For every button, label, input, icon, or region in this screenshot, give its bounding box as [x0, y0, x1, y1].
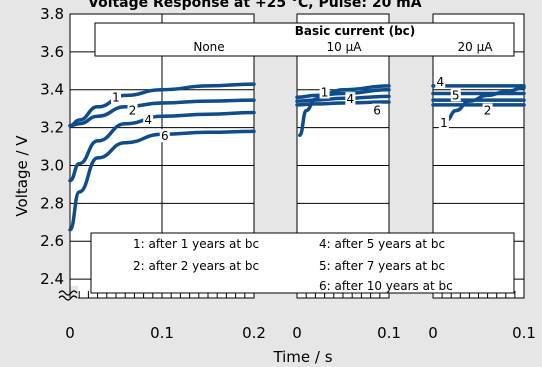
legend-box	[90, 232, 515, 294]
series-4-line	[68, 110, 256, 183]
curve-label-bg	[319, 85, 330, 99]
x-axis-ticks: 0 0.1 0.2 0 0.1 0 0.1	[65, 324, 536, 342]
chart-title: Voltage Response at +25 °C, Pulse: 20 mA	[88, 0, 422, 11]
series-6-line	[68, 129, 256, 232]
curve-label-bg	[143, 113, 154, 127]
curve-label-bg	[127, 103, 138, 117]
curve-label-bg	[450, 88, 461, 102]
x-tick-label: 0.1	[150, 324, 174, 342]
curve-label: 2	[129, 104, 137, 118]
curve-label: 4	[347, 92, 355, 106]
x-tick-label: 0	[428, 324, 438, 342]
condition-header-box	[94, 22, 515, 57]
condition-label: 20 µA	[458, 40, 494, 54]
y-axis-label: Voltage / V	[13, 135, 31, 217]
legend-entry: 4: after 5 years at bc	[319, 237, 445, 251]
x-tick-label: 0	[65, 324, 75, 342]
y-axis-break-mark	[58, 295, 78, 301]
curve-label: 2	[484, 104, 492, 118]
curve-label: 1	[440, 116, 448, 130]
curve-label: 6	[373, 104, 381, 118]
series-5-line	[295, 94, 391, 103]
series-2-line	[68, 98, 256, 128]
x-tick-label: 0.2	[242, 324, 266, 342]
curve-label-bg	[372, 103, 383, 117]
curve-label: 5	[452, 88, 460, 102]
y-tick-label: 3.6	[40, 43, 64, 61]
x-tick-label: 0.1	[377, 324, 401, 342]
curve-label-bg	[159, 129, 170, 143]
curve-label-bg	[482, 103, 493, 117]
series-1-line	[68, 82, 256, 128]
legend-entry: 6: after 10 years at bc	[319, 279, 453, 293]
curve-label: 1	[321, 86, 329, 100]
condition-header-title: Basic current (bc)	[295, 24, 416, 38]
y-tick-label: 2.6	[40, 232, 64, 250]
curve-label: 4	[436, 75, 444, 89]
curve-label-bg	[111, 90, 121, 104]
y-axis-break-mark	[58, 290, 78, 296]
curve-label: 6	[161, 129, 169, 143]
condition-label: None	[193, 40, 224, 54]
y-tick-label: 3.2	[40, 119, 64, 137]
curve-label: 1	[112, 90, 120, 104]
y-axis-ticks: 2.4 2.6 2.8 3.0 3.2 3.4 3.6 3.8	[40, 5, 64, 288]
condition-label: 10 µA	[327, 40, 363, 54]
y-tick-label: 2.8	[40, 194, 64, 212]
legend-entry: 5: after 7 years at bc	[319, 259, 445, 273]
curve-label: 4	[144, 113, 152, 127]
y-tick-label: 3.4	[40, 81, 64, 99]
y-tick-label: 2.4	[40, 270, 64, 288]
y-tick-label: 3.0	[40, 156, 64, 174]
x-tick-label: 0.1	[512, 324, 536, 342]
x-tick-label: 0	[292, 324, 302, 342]
series-6-line	[295, 100, 391, 107]
curve-label-bg	[435, 75, 446, 89]
x-axis-label: Time / s	[272, 348, 332, 366]
curve-label-bg	[438, 115, 449, 129]
legend-entry: 1: after 1 years at bc	[133, 237, 259, 251]
legend-entry: 2: after 2 years at bc	[133, 259, 259, 273]
y-tick-label: 3.8	[40, 5, 64, 23]
curve-label-bg	[345, 92, 356, 106]
